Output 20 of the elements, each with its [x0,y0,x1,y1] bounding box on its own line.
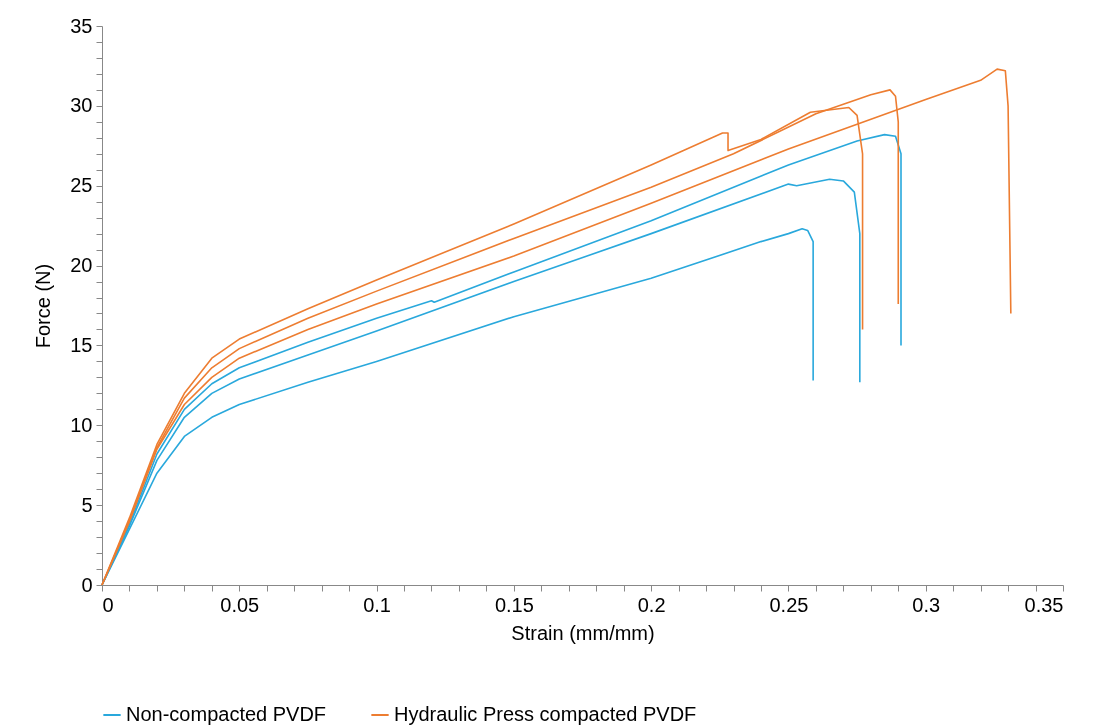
y-tick-label: 30 [70,94,93,117]
y-axis-title: Force (N) [32,263,55,349]
x-tick-label: 0.25 [769,593,809,616]
x-tick-label: 0 [102,593,114,616]
y-tick-label: 5 [81,493,93,516]
y-tick-label: 15 [70,333,93,356]
x-axis-title: Strain (mm/mm) [511,621,655,644]
y-tick-label: 20 [70,254,93,277]
y-tick-label: 0 [81,573,93,596]
x-tick-label: 0.2 [637,593,666,616]
x-tick-label: 0.05 [220,593,260,616]
y-tick-label: 25 [70,174,93,197]
x-tick-label: 0.3 [912,593,941,616]
legend-label: Non-compacted PVDF [126,703,327,725]
y-tick-label: 35 [70,14,93,37]
y-tick-label: 10 [70,413,93,436]
x-tick-label: 0.15 [494,593,534,616]
legend-label: Hydraulic Press compacted PVDF [394,703,697,725]
x-tick-label: 0.35 [1024,593,1064,616]
x-tick-label: 0.1 [363,593,391,616]
